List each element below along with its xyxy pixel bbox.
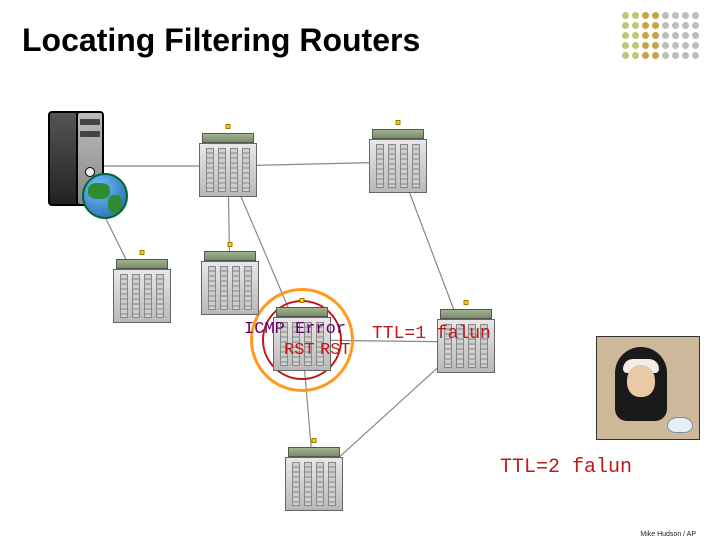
diagram-canvas: Locating Filtering Routers Mike Hudson /… (0, 0, 720, 540)
label-rst: RST (320, 341, 351, 360)
client-server-icon (48, 111, 112, 221)
label-rst: RST (284, 341, 315, 360)
label-icmp-error: ICMP Error (244, 320, 346, 339)
label-ttl2: TTL=2 falun (500, 456, 632, 479)
router-icon (285, 447, 343, 513)
router-icon (113, 259, 171, 325)
router-icon-filtering (273, 307, 331, 373)
router-icon (199, 133, 257, 199)
label-ttl1: TTL=1 falun (372, 324, 491, 344)
nun-photo (596, 336, 700, 440)
photo-credit: Mike Hudson / AP (640, 531, 696, 538)
corner-dot-decoration (620, 10, 700, 60)
page-title: Locating Filtering Routers (22, 22, 420, 59)
router-icon (369, 129, 427, 195)
globe-icon (82, 173, 128, 219)
router-icon (201, 251, 259, 317)
